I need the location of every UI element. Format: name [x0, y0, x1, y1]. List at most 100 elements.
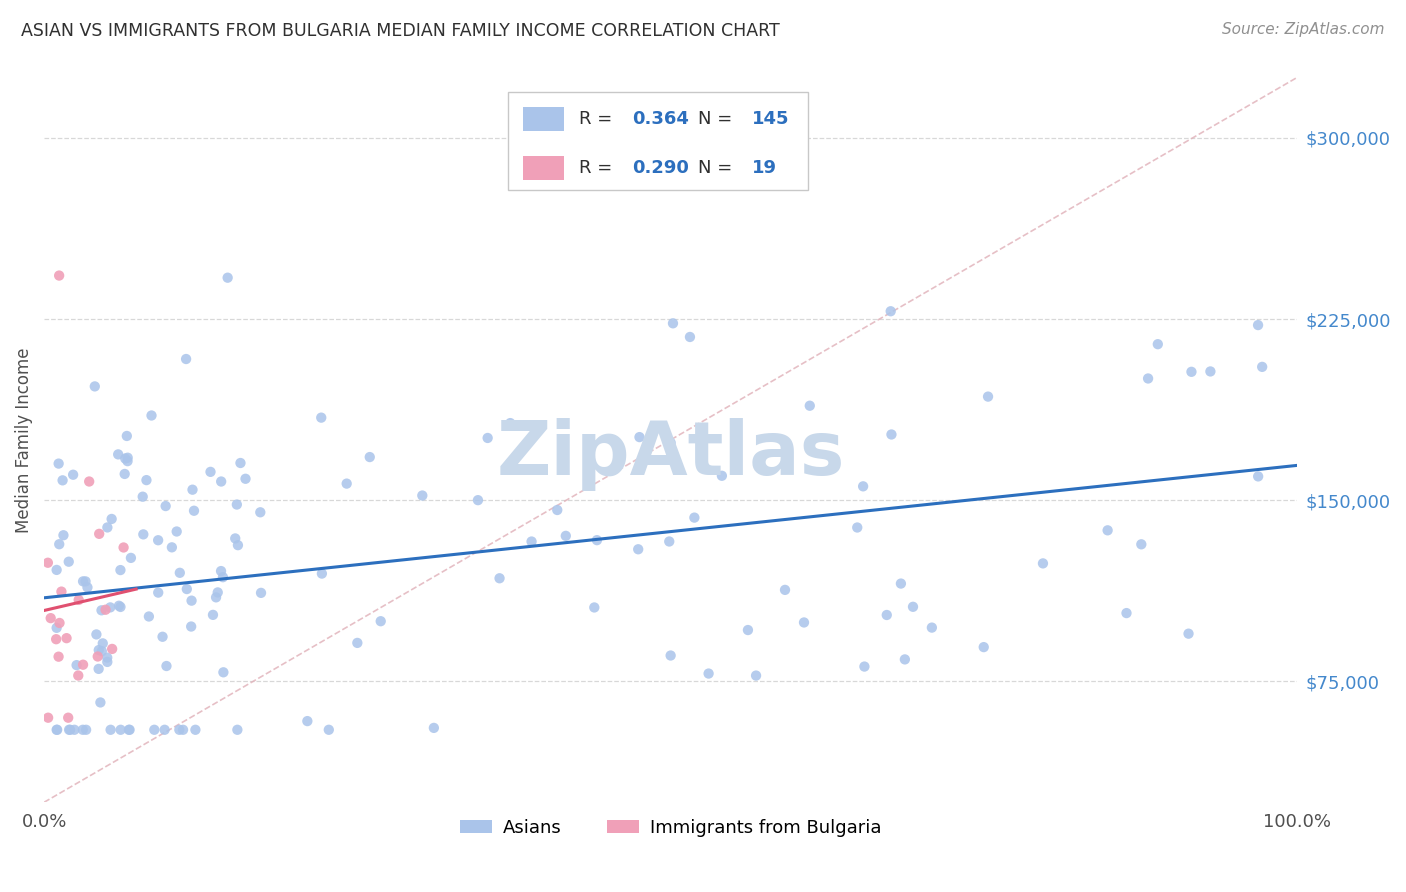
- Text: Source: ZipAtlas.com: Source: ZipAtlas.com: [1222, 22, 1385, 37]
- Point: [318, 723, 340, 737]
- Text: 145: 145: [752, 111, 790, 128]
- Point: [901, 599, 924, 614]
- Text: ASIAN VS IMMIGRANTS FROM BULGARIA MEDIAN FAMILY INCOME CORRELATION CHART: ASIAN VS IMMIGRANTS FROM BULGARIA MEDIAN…: [21, 22, 780, 40]
- Point: [1247, 318, 1270, 332]
- Point: [201, 607, 224, 622]
- Point: [48, 649, 70, 664]
- Point: [67, 668, 90, 682]
- Point: [67, 593, 90, 607]
- Point: [183, 504, 205, 518]
- Point: [793, 615, 815, 630]
- Point: [169, 566, 191, 580]
- Point: [212, 570, 235, 584]
- Point: [1130, 537, 1153, 551]
- Bar: [523, 107, 564, 131]
- Point: [58, 711, 80, 725]
- Text: 0.364: 0.364: [631, 111, 689, 128]
- Point: [1097, 524, 1119, 538]
- Point: [135, 473, 157, 487]
- Point: [336, 476, 359, 491]
- Point: [853, 659, 876, 673]
- Point: [48, 537, 70, 551]
- Point: [499, 416, 522, 430]
- Point: [658, 534, 681, 549]
- Point: [737, 623, 759, 637]
- Point: [166, 524, 188, 539]
- Point: [172, 723, 194, 737]
- Point: [110, 723, 132, 737]
- Text: ZipAtlas: ZipAtlas: [496, 417, 845, 491]
- Point: [1247, 469, 1270, 483]
- Point: [890, 576, 912, 591]
- Point: [662, 316, 685, 330]
- Point: [112, 541, 135, 555]
- Point: [108, 599, 131, 613]
- Point: [209, 475, 232, 489]
- Point: [114, 467, 136, 481]
- Point: [212, 665, 235, 680]
- Text: N =: N =: [699, 111, 738, 128]
- Point: [184, 723, 207, 737]
- Point: [1251, 359, 1274, 374]
- Point: [225, 498, 247, 512]
- Point: [977, 390, 1000, 404]
- Point: [370, 614, 392, 628]
- Point: [554, 529, 576, 543]
- Point: [249, 505, 271, 519]
- Point: [114, 451, 136, 466]
- Point: [94, 603, 117, 617]
- Point: [309, 410, 332, 425]
- Point: [359, 450, 381, 464]
- Point: [52, 528, 75, 542]
- Point: [311, 566, 333, 581]
- Point: [87, 643, 110, 657]
- Point: [72, 657, 94, 672]
- Point: [96, 520, 118, 534]
- Point: [152, 630, 174, 644]
- Point: [169, 723, 191, 737]
- Point: [174, 351, 197, 366]
- Point: [96, 650, 118, 665]
- Point: [627, 542, 650, 557]
- Point: [297, 714, 319, 728]
- Point: [89, 526, 111, 541]
- Point: [745, 668, 768, 682]
- Point: [710, 468, 733, 483]
- Point: [37, 556, 59, 570]
- FancyBboxPatch shape: [508, 92, 808, 190]
- Point: [143, 723, 166, 737]
- Point: [155, 659, 177, 673]
- Point: [205, 591, 228, 605]
- Point: [46, 723, 69, 737]
- Point: [876, 607, 898, 622]
- Bar: [523, 156, 564, 180]
- Point: [120, 550, 142, 565]
- Point: [90, 644, 112, 658]
- Point: [467, 493, 489, 508]
- Text: 0.290: 0.290: [631, 160, 689, 178]
- Point: [1180, 365, 1202, 379]
- Point: [176, 582, 198, 596]
- Point: [48, 457, 70, 471]
- Point: [45, 632, 67, 647]
- Point: [852, 479, 875, 493]
- Point: [101, 641, 124, 656]
- Point: [217, 270, 239, 285]
- Point: [520, 534, 543, 549]
- Point: [51, 584, 73, 599]
- Point: [87, 649, 110, 664]
- Point: [72, 723, 94, 737]
- Point: [138, 609, 160, 624]
- Point: [679, 330, 702, 344]
- Point: [52, 473, 75, 487]
- Point: [224, 532, 246, 546]
- Point: [488, 571, 510, 585]
- Point: [200, 465, 222, 479]
- Point: [411, 489, 433, 503]
- Point: [346, 636, 368, 650]
- Point: [63, 723, 86, 737]
- Point: [58, 723, 80, 737]
- Point: [75, 723, 97, 737]
- Point: [98, 600, 121, 615]
- Point: [76, 580, 98, 594]
